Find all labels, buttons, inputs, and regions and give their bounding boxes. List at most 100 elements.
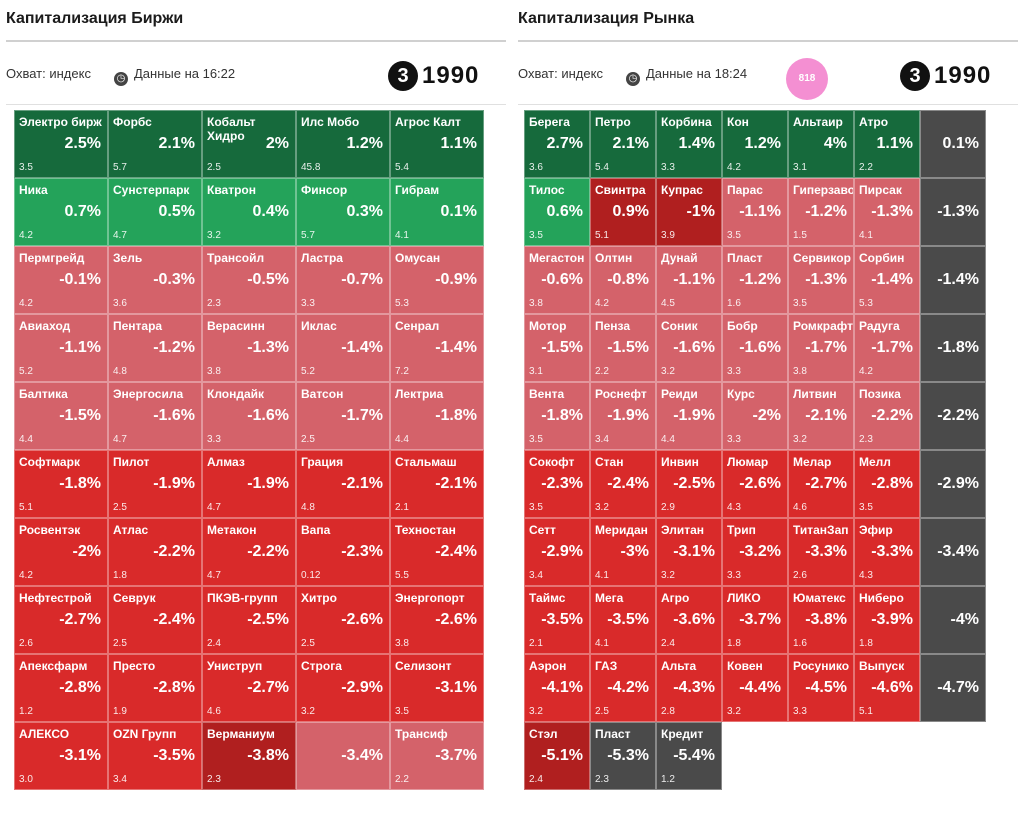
heatmap-tile[interactable]: Ковен -4.4% 3.2: [722, 654, 788, 722]
heatmap-tile[interactable]: Пласт -1.2% 1.6: [722, 246, 788, 314]
heatmap-tile[interactable]: Позика -2.2% 2.3: [854, 382, 920, 450]
heatmap-tile[interactable]: Энергопорт -2.6% 3.8: [390, 586, 484, 654]
heatmap-tile[interactable]: Апексфарм -2.8% 1.2: [14, 654, 108, 722]
heatmap-tile[interactable]: -4.7%: [920, 654, 986, 722]
heatmap-tile[interactable]: Кватрон 0.4% 3.2: [202, 178, 296, 246]
heatmap-tile[interactable]: Илс Мобо 1.2% 45.8: [296, 110, 390, 178]
heatmap-tile[interactable]: Кобальт Хидро 2% 2.5: [202, 110, 296, 178]
heatmap-tile[interactable]: Гибрам 0.1% 4.1: [390, 178, 484, 246]
heatmap-tile[interactable]: Севрук -2.4% 2.5: [108, 586, 202, 654]
heatmap-tile[interactable]: Сенрал -1.4% 7.2: [390, 314, 484, 382]
heatmap-tile[interactable]: Сокофт -2.3% 3.5: [524, 450, 590, 518]
heatmap-tile[interactable]: Пентара -1.2% 4.8: [108, 314, 202, 382]
heatmap-tile[interactable]: Агрос Калт 1.1% 5.4: [390, 110, 484, 178]
heatmap-tile[interactable]: 0.1%: [920, 110, 986, 178]
heatmap-tile[interactable]: -1.3%: [920, 178, 986, 246]
heatmap-tile[interactable]: Сервикор -1.3% 3.5: [788, 246, 854, 314]
heatmap-tile[interactable]: Мелар -2.7% 4.6: [788, 450, 854, 518]
heatmap-tile[interactable]: Сетт -2.9% 3.4: [524, 518, 590, 586]
heatmap-tile[interactable]: Петро 2.1% 5.4: [590, 110, 656, 178]
heatmap-tile[interactable]: Соник -1.6% 3.2: [656, 314, 722, 382]
heatmap-tile[interactable]: Парас -1.1% 3.5: [722, 178, 788, 246]
heatmap-tile[interactable]: Юматекс -3.8% 1.6: [788, 586, 854, 654]
heatmap-tile[interactable]: Вента -1.8% 3.5: [524, 382, 590, 450]
heatmap-tile[interactable]: Клондайк -1.6% 3.3: [202, 382, 296, 450]
heatmap-tile[interactable]: Лектриа -1.8% 4.4: [390, 382, 484, 450]
heatmap-tile[interactable]: Мега -3.5% 4.1: [590, 586, 656, 654]
heatmap-tile[interactable]: Форбс 2.1% 5.7: [108, 110, 202, 178]
heatmap-tile[interactable]: OZN Групп -3.5% 3.4: [108, 722, 202, 790]
heatmap-tile[interactable]: Ластра -0.7% 3.3: [296, 246, 390, 314]
heatmap-tile[interactable]: Трансиф -3.7% 2.2: [390, 722, 484, 790]
heatmap-tile[interactable]: Омусан -0.9% 5.3: [390, 246, 484, 314]
heatmap-tile[interactable]: Грация -2.1% 4.8: [296, 450, 390, 518]
heatmap-tile[interactable]: Алмаз -1.9% 4.7: [202, 450, 296, 518]
heatmap-tile[interactable]: Выпуск -4.6% 5.1: [854, 654, 920, 722]
heatmap-tile[interactable]: ГАЗ -4.2% 2.5: [590, 654, 656, 722]
heatmap-tile[interactable]: Зель -0.3% 3.6: [108, 246, 202, 314]
heatmap-tile[interactable]: Сорбин -1.4% 5.3: [854, 246, 920, 314]
heatmap-tile[interactable]: Олтин -0.8% 4.2: [590, 246, 656, 314]
heatmap-tile[interactable]: Престо -2.8% 1.9: [108, 654, 202, 722]
heatmap-tile[interactable]: Хитро -2.6% 2.5: [296, 586, 390, 654]
heatmap-tile[interactable]: Роснефт -1.9% 3.4: [590, 382, 656, 450]
heatmap-tile[interactable]: ПКЭВ-групп -2.5% 2.4: [202, 586, 296, 654]
heatmap-tile[interactable]: -2.2%: [920, 382, 986, 450]
heatmap-tile[interactable]: Техностан -2.4% 5.5: [390, 518, 484, 586]
heatmap-tile[interactable]: Пирсак -1.3% 4.1: [854, 178, 920, 246]
heatmap-tile[interactable]: Ромкрафт -1.7% 3.8: [788, 314, 854, 382]
heatmap-tile[interactable]: Селизонт -3.1% 3.5: [390, 654, 484, 722]
heatmap-tile[interactable]: Метакон -2.2% 4.7: [202, 518, 296, 586]
heatmap-tile[interactable]: Стэл -5.1% 2.4: [524, 722, 590, 790]
heatmap-tile[interactable]: Эфир -3.3% 4.3: [854, 518, 920, 586]
heatmap-tile[interactable]: -1.8%: [920, 314, 986, 382]
heatmap-tile[interactable]: Курс -2% 3.3: [722, 382, 788, 450]
heatmap-tile[interactable]: Берега 2.7% 3.6: [524, 110, 590, 178]
heatmap-tile[interactable]: Аэрон -4.1% 3.2: [524, 654, 590, 722]
heatmap-tile[interactable]: Трип -3.2% 3.3: [722, 518, 788, 586]
heatmap-tile[interactable]: Росвентэк -2% 4.2: [14, 518, 108, 586]
heatmap-tile[interactable]: Пласт -5.3% 2.3: [590, 722, 656, 790]
heatmap-tile[interactable]: Атро 1.1% 2.2: [854, 110, 920, 178]
heatmap-tile[interactable]: Стальмаш -2.1% 2.1: [390, 450, 484, 518]
heatmap-tile[interactable]: Мелл -2.8% 3.5: [854, 450, 920, 518]
heatmap-tile[interactable]: -4%: [920, 586, 986, 654]
heatmap-tile[interactable]: Дунай -1.1% 4.5: [656, 246, 722, 314]
heatmap-tile[interactable]: Ниберо -3.9% 1.8: [854, 586, 920, 654]
heatmap-tile[interactable]: Альтаир 4% 3.1: [788, 110, 854, 178]
heatmap-tile[interactable]: Корбина 1.4% 3.3: [656, 110, 722, 178]
heatmap-tile[interactable]: Электро бирж 2.5% 3.5: [14, 110, 108, 178]
heatmap-tile[interactable]: Литвин -2.1% 3.2: [788, 382, 854, 450]
heatmap-tile[interactable]: Меридан -3% 4.1: [590, 518, 656, 586]
heatmap-tile[interactable]: Бобр -1.6% 3.3: [722, 314, 788, 382]
heatmap-tile[interactable]: Нефтестрой -2.7% 2.6: [14, 586, 108, 654]
heatmap-tile[interactable]: ТитанЗап -3.3% 2.6: [788, 518, 854, 586]
heatmap-tile[interactable]: Реиди -1.9% 4.4: [656, 382, 722, 450]
heatmap-tile[interactable]: Верасинн -1.3% 3.8: [202, 314, 296, 382]
heatmap-tile[interactable]: Купрас -1% 3.9: [656, 178, 722, 246]
heatmap-tile[interactable]: Гиперзавод -1.2% 1.5: [788, 178, 854, 246]
heatmap-tile[interactable]: Иклас -1.4% 5.2: [296, 314, 390, 382]
heatmap-tile[interactable]: -2.9%: [920, 450, 986, 518]
heatmap-tile[interactable]: Агро -3.6% 2.4: [656, 586, 722, 654]
heatmap-tile[interactable]: Пенза -1.5% 2.2: [590, 314, 656, 382]
heatmap-tile[interactable]: Мегастон -0.6% 3.8: [524, 246, 590, 314]
heatmap-tile[interactable]: Верманиум -3.8% 2.3: [202, 722, 296, 790]
heatmap-tile[interactable]: Таймс -3.5% 2.1: [524, 586, 590, 654]
heatmap-tile[interactable]: Балтика -1.5% 4.4: [14, 382, 108, 450]
heatmap-tile[interactable]: -3.4%: [920, 518, 986, 586]
heatmap-tile[interactable]: Энергосила -1.6% 4.7: [108, 382, 202, 450]
heatmap-tile[interactable]: ЛИКО -3.7% 1.8: [722, 586, 788, 654]
heatmap-tile[interactable]: Финсор 0.3% 5.7: [296, 178, 390, 246]
heatmap-tile[interactable]: Пилот -1.9% 2.5: [108, 450, 202, 518]
heatmap-tile[interactable]: Ватсон -1.7% 2.5: [296, 382, 390, 450]
heatmap-tile[interactable]: -3.4%: [296, 722, 390, 790]
heatmap-tile[interactable]: Авиаход -1.1% 5.2: [14, 314, 108, 382]
heatmap-tile[interactable]: Сунстерпарк 0.5% 4.7: [108, 178, 202, 246]
heatmap-tile[interactable]: Свинтра 0.9% 5.1: [590, 178, 656, 246]
heatmap-tile[interactable]: Ника 0.7% 4.2: [14, 178, 108, 246]
heatmap-tile[interactable]: Атлас -2.2% 1.8: [108, 518, 202, 586]
heatmap-tile[interactable]: АЛЕКСО -3.1% 3.0: [14, 722, 108, 790]
heatmap-tile[interactable]: Вапа -2.3% 0.12: [296, 518, 390, 586]
heatmap-tile[interactable]: Стан -2.4% 3.2: [590, 450, 656, 518]
